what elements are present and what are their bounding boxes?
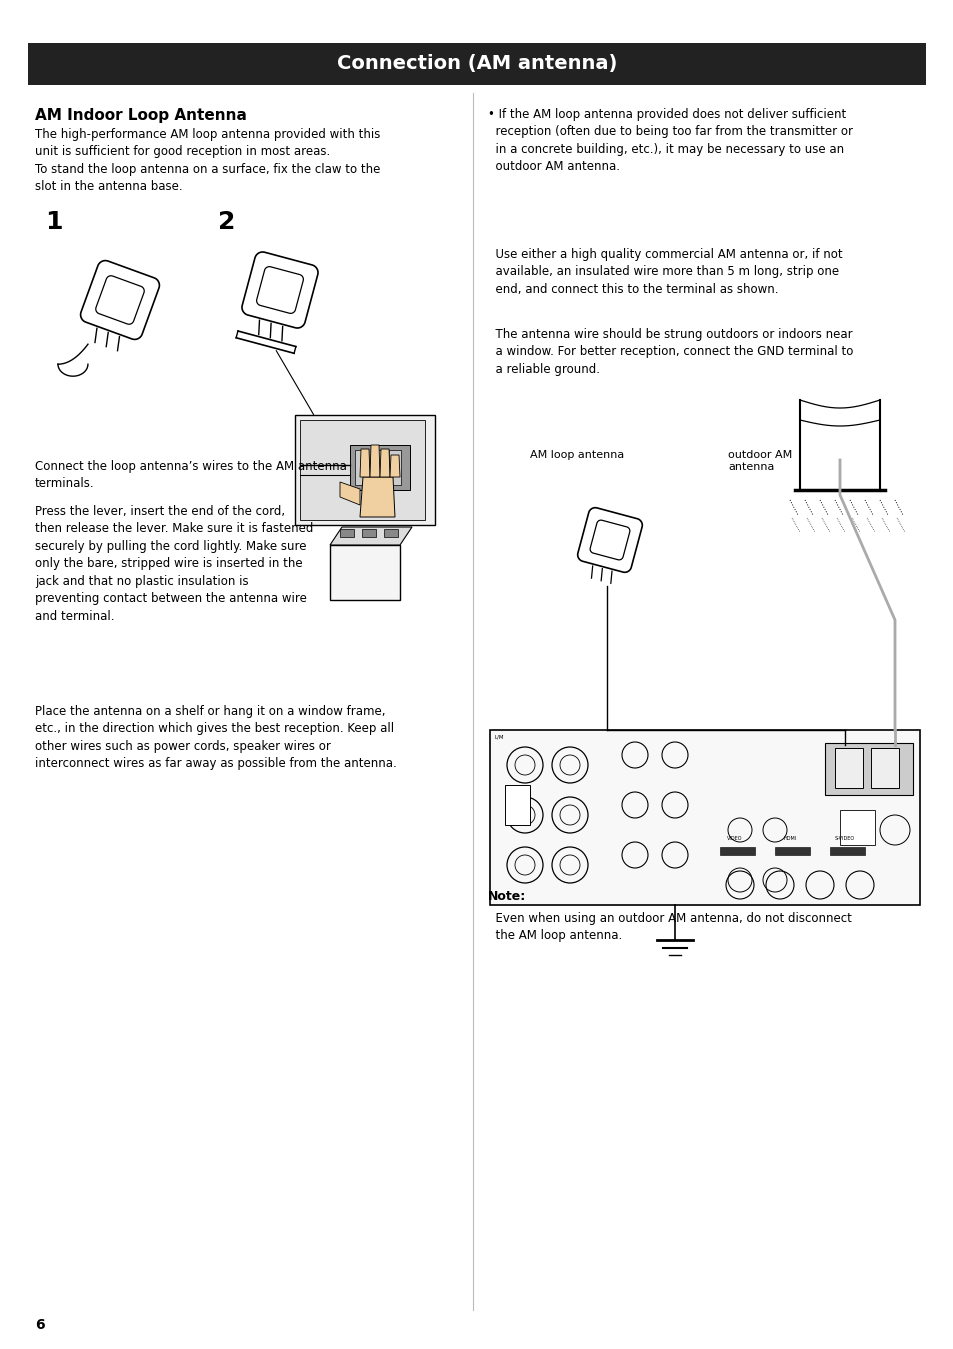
Polygon shape — [339, 482, 359, 505]
Bar — [361, 529, 375, 537]
Polygon shape — [359, 478, 395, 517]
Bar — [870, 747, 898, 788]
Text: The antenna wire should be strung outdoors or indoors near
  a window. For bette: The antenna wire should be strung outdoo… — [488, 328, 853, 376]
Polygon shape — [390, 455, 399, 478]
Text: AM loop antenna: AM loop antenna — [530, 451, 623, 460]
Bar — [339, 529, 354, 537]
Text: Place the antenna on a shelf or hang it on a window frame,
etc., in the directio: Place the antenna on a shelf or hang it … — [35, 706, 396, 770]
Bar — [28, 43, 925, 85]
Text: VIDEO: VIDEO — [726, 836, 742, 840]
Bar — [824, 743, 912, 795]
Polygon shape — [370, 445, 379, 478]
Bar — [829, 847, 864, 855]
Text: 2: 2 — [218, 210, 235, 233]
Bar — [389, 451, 400, 486]
Text: The high-performance AM loop antenna provided with this
unit is sufficient for g: The high-performance AM loop antenna pro… — [35, 128, 380, 193]
Bar — [720, 847, 754, 855]
Text: • If the AM loop antenna provided does not deliver sufficient
  reception (often: • If the AM loop antenna provided does n… — [488, 108, 852, 174]
Polygon shape — [359, 449, 370, 478]
Text: Connect the loop antenna’s wires to the AM antenna
terminals.: Connect the loop antenna’s wires to the … — [35, 460, 347, 491]
Bar — [355, 451, 367, 486]
Text: AM Indoor Loop Antenna: AM Indoor Loop Antenna — [35, 108, 247, 123]
Text: HDMI: HDMI — [782, 836, 796, 840]
Text: Use either a high quality commercial AM antenna or, if not
  available, an insul: Use either a high quality commercial AM … — [488, 248, 841, 295]
Bar — [372, 451, 384, 486]
Bar — [299, 420, 424, 519]
Text: Connection (AM antenna): Connection (AM antenna) — [336, 54, 617, 73]
Polygon shape — [330, 527, 412, 545]
Text: L/M: L/M — [495, 735, 504, 741]
Bar — [834, 747, 862, 788]
Text: S-VIDEO: S-VIDEO — [834, 836, 854, 840]
Polygon shape — [379, 449, 390, 478]
Bar — [774, 847, 809, 855]
Text: Press the lever, insert the end of the cord,
then release the lever. Make sure i: Press the lever, insert the end of the c… — [35, 505, 313, 623]
Text: outdoor AM
antenna: outdoor AM antenna — [727, 451, 791, 472]
Bar — [384, 529, 397, 537]
Text: 1: 1 — [45, 210, 63, 233]
Text: Even when using an outdoor AM antenna, do not disconnect
  the AM loop antenna.: Even when using an outdoor AM antenna, d… — [488, 912, 851, 943]
Bar — [504, 785, 530, 826]
Bar — [490, 730, 919, 905]
Bar — [840, 809, 874, 844]
Bar — [350, 445, 410, 490]
Text: Note:: Note: — [488, 890, 526, 902]
Text: 6: 6 — [35, 1318, 45, 1331]
Bar — [294, 415, 435, 525]
Bar — [330, 545, 399, 600]
